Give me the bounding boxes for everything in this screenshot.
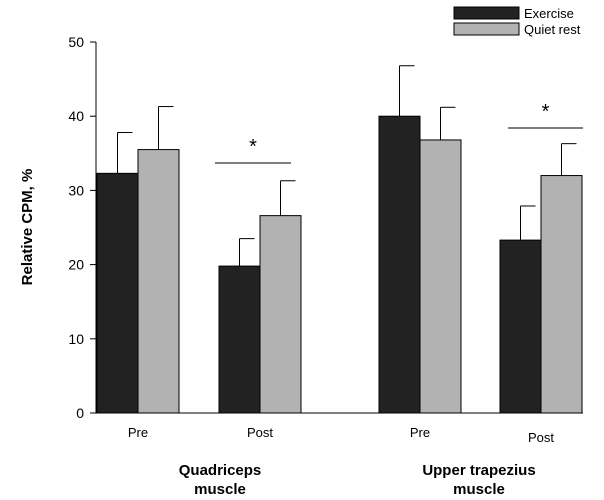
bar-quiet-rest-post [540, 175, 583, 414]
category-label-post: Post [528, 430, 554, 445]
bar-quiet-rest-pre [419, 139, 462, 414]
bar-exercise-pre [96, 172, 139, 414]
significance-layer: ** [215, 101, 583, 164]
axes-layer: 0 10 20 30 40 50 [68, 34, 583, 421]
legend-swatch-quiet-rest [453, 22, 520, 36]
y-axis-title: Relative CPM, % [19, 169, 36, 286]
y-tick-label: 30 [68, 182, 84, 198]
legend-label: Exercise [524, 6, 574, 21]
category-label-pre: Pre [128, 425, 148, 440]
group-label-line: muscle [453, 481, 505, 498]
y-tick-label: 0 [76, 405, 84, 421]
bar-quiet-rest-pre [137, 149, 180, 414]
legend-swatch-exercise [453, 6, 520, 20]
bar-exercise-post [218, 265, 261, 414]
y-tick-label: 20 [68, 257, 84, 273]
category-label-post: Post [247, 425, 273, 440]
y-tick-label: 50 [68, 34, 84, 50]
group-label-line: Upper trapezius [422, 462, 535, 479]
bar-exercise-post [499, 239, 542, 414]
group-label-line: muscle [194, 481, 246, 498]
significance-marker: * [542, 101, 550, 123]
y-tick-label: 10 [68, 331, 84, 347]
significance-marker: * [249, 136, 257, 158]
y-tick-label: 40 [68, 108, 84, 124]
bars-layer [96, 115, 583, 414]
legend-label: Quiet rest [524, 22, 581, 37]
group-label-line: Quadriceps [179, 462, 262, 479]
error-bars-layer [117, 65, 577, 267]
labels-layer: Pre Post Pre Post Quadriceps muscle Upper trap… [19, 169, 554, 498]
bar-quiet-rest-post [259, 215, 302, 414]
category-label-pre: Pre [410, 425, 430, 440]
bar-exercise-pre [378, 115, 421, 414]
